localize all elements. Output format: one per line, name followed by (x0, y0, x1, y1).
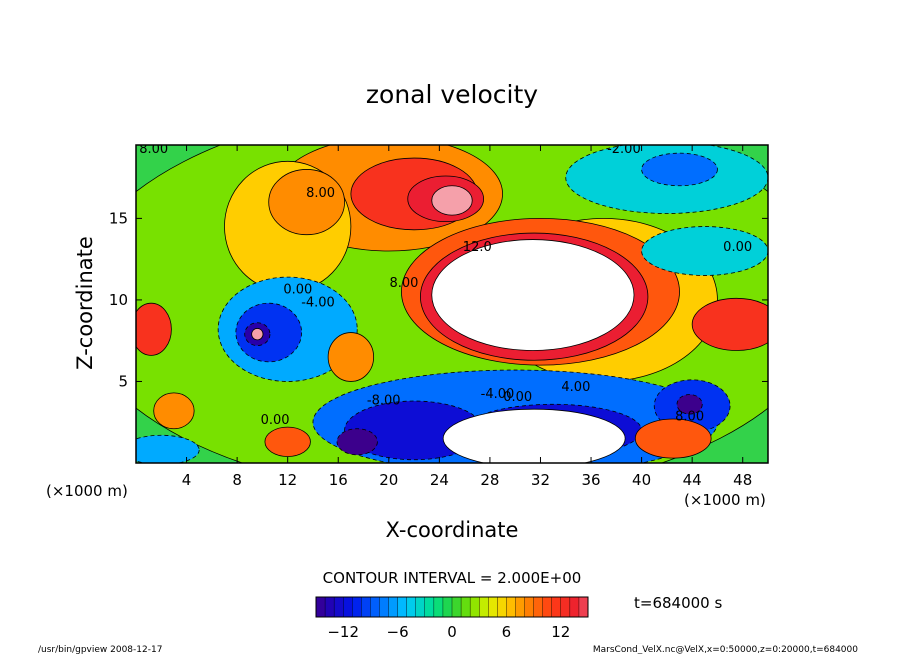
x-tick-label-6: 28 (480, 471, 499, 489)
x-axis-ticks: 4 8 12 16 20 24 28 32 36 40 44 48 (182, 145, 752, 489)
colorbar-cell-20 (497, 597, 507, 617)
contour-label-6: -4.00 (481, 387, 515, 402)
y-tick-label-0: 5 (118, 372, 128, 390)
contour-labels: 8.008.0012.08.000.00-4.00-4.000.004.000.… (139, 142, 752, 428)
colorbar-cell-22 (515, 597, 526, 617)
colorbar-tick-label-2: 0 (447, 623, 457, 641)
colorbar-cell-8 (388, 597, 399, 617)
heatmap-region-31 (136, 434, 200, 463)
contour-label-0: 8.00 (139, 142, 168, 157)
heatmap-region-21 (442, 408, 626, 463)
plot-frame (135, 144, 769, 464)
contour-label-11: 8.00 (675, 410, 704, 425)
colorbar-cell-19 (488, 597, 498, 617)
colorbar-cell-6 (370, 597, 380, 617)
heatmap-region-27 (153, 392, 195, 430)
y-tick-label-2: 15 (109, 209, 128, 227)
heatmap-region-25 (136, 302, 172, 356)
colorbar-cell-15 (451, 597, 462, 617)
x-tick-label-4: 20 (379, 471, 398, 489)
x-tick-label-3: 16 (329, 471, 348, 489)
x-tick-label-7: 32 (531, 471, 550, 489)
heatmap-region-23 (676, 394, 703, 415)
time-label: t=684000 s (634, 594, 722, 612)
colorbar-tick-label-0: −12 (327, 623, 359, 641)
colorbar-cell-21 (506, 597, 516, 617)
x-axis-label: X-coordinate (386, 518, 519, 542)
contour-label-2: 12.0 (463, 240, 492, 255)
contour-label-13: -2.00 (607, 142, 641, 157)
heatmap-region-4 (431, 185, 473, 216)
footer-left-note: /usr/bin/gpview 2008-12-17 (38, 645, 162, 654)
footer-right-note: MarsCond_VelX.nc@VelX,x=0:50000,z=0:2000… (593, 645, 858, 654)
colorbar-cell-3 (343, 597, 353, 617)
y-axis-label: Z-coordinate (73, 236, 97, 370)
heatmap-region-8 (641, 152, 718, 187)
colorbar-cell-26 (551, 597, 562, 617)
heatmap-region-19 (336, 428, 378, 456)
heatmap-region-29 (264, 426, 311, 457)
heatmap-regions (136, 145, 768, 463)
colorbar-cell-1 (324, 597, 335, 617)
colorbar-cell-2 (333, 597, 344, 617)
contour-label-7: 0.00 (503, 390, 532, 405)
colorbar-cell-25 (542, 597, 553, 617)
contour-label-3: 8.00 (389, 276, 418, 291)
colorbar-cell-0 (316, 597, 326, 617)
contour-label-1: 8.00 (306, 186, 335, 201)
colorbar-cell-12 (424, 597, 435, 617)
x-tick-label-1: 8 (232, 471, 242, 489)
x-unit-left: (×1000 m) (46, 482, 128, 500)
colorbar-cell-7 (379, 597, 390, 617)
heatmap-region-6 (268, 169, 345, 236)
contour-interval-label: CONTOUR INTERVAL = 2.000E+00 (323, 569, 582, 587)
contour-label-12: 0.00 (723, 240, 752, 255)
heatmap-region-26 (691, 297, 768, 351)
x-unit-right: (×1000 m) (684, 491, 766, 509)
x-tick-label-9: 40 (632, 471, 651, 489)
heatmap-region-28 (327, 332, 375, 382)
colorbar-cell-14 (442, 597, 453, 617)
contour-label-9: 0.00 (261, 413, 290, 428)
heatmap-region-24 (634, 418, 712, 459)
colorbar-cell-11 (415, 597, 426, 617)
x-tick-label-0: 4 (182, 471, 192, 489)
colorbar-cell-13 (433, 597, 444, 617)
colorbar-cell-18 (479, 597, 489, 617)
colorbar-cell-29 (578, 597, 588, 617)
y-tick-label-1: 10 (109, 291, 128, 309)
colorbar-cells (316, 597, 588, 617)
colorbar-ticks: −12 −6 0 6 12 (327, 623, 570, 641)
x-tick-label-5: 24 (430, 471, 449, 489)
colorbar-cell-9 (397, 597, 408, 617)
contour-label-10: -8.00 (367, 393, 401, 408)
heatmap-region-16 (431, 239, 635, 351)
contour-label-4: 0.00 (283, 282, 312, 297)
contour-label-5: -4.00 (301, 295, 335, 310)
colorbar-cell-27 (560, 597, 571, 617)
colorbar-tick-label-1: −6 (387, 623, 409, 641)
heatmap-plot-area: 8.008.0012.08.000.00-4.00-4.000.004.000.… (135, 142, 769, 464)
colorbar-cell-23 (524, 597, 535, 617)
heatmap-region-12 (251, 328, 264, 341)
colorbar-cell-16 (460, 597, 471, 617)
colorbar: −12 −6 0 6 12 (315, 596, 589, 641)
colorbar-tick-label-4: 12 (551, 623, 570, 641)
colorbar-cell-5 (361, 597, 371, 617)
contour-label-8: 4.00 (561, 380, 590, 395)
x-tick-label-10: 44 (683, 471, 702, 489)
chart-title: zonal velocity (366, 80, 538, 109)
x-tick-label-2: 12 (278, 471, 297, 489)
y-axis-ticks: 5 10 15 (109, 209, 768, 390)
colorbar-cell-10 (406, 597, 417, 617)
colorbar-cell-17 (469, 597, 480, 617)
colorbar-cell-4 (352, 597, 362, 617)
colorbar-frame (315, 596, 589, 618)
x-tick-label-8: 36 (581, 471, 600, 489)
colorbar-cell-28 (569, 597, 580, 617)
x-tick-label-11: 48 (733, 471, 752, 489)
colorbar-tick-label-3: 6 (502, 623, 512, 641)
colorbar-cell-24 (533, 597, 544, 617)
